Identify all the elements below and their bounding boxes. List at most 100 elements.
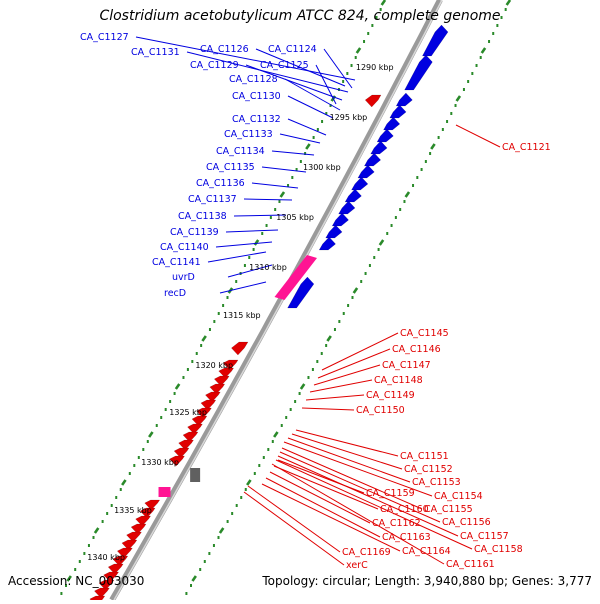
- tick-dot-inner: [173, 392, 176, 395]
- tick-dot-outer: [226, 520, 229, 523]
- tick-dot-inner: [83, 552, 86, 555]
- tick-dot-outer: [373, 256, 376, 259]
- tick-dot-outer: [352, 287, 359, 294]
- label-recd: recD: [164, 288, 186, 299]
- tick-dot-inner: [342, 80, 345, 83]
- tick-dot-inner: [65, 584, 68, 587]
- tick-dot-inner: [106, 512, 109, 515]
- gene-block-reverse: [144, 499, 161, 511]
- leader-ca-c1140: [215, 241, 273, 248]
- tick-dot-outer: [412, 184, 415, 187]
- label-ca-c1146: CA_C1146: [392, 344, 441, 355]
- gene-block-forward: [331, 212, 349, 227]
- gene-block-highlight: [158, 487, 171, 497]
- leader-ca-c1150: [301, 407, 355, 411]
- gene-block-reverse: [213, 375, 230, 387]
- label-ca-c1131: CA_C1131: [131, 47, 180, 58]
- tick-dot-outer: [244, 488, 247, 491]
- tick-dot-outer: [347, 304, 350, 307]
- tick-dot-outer: [437, 136, 440, 139]
- tick-dot-outer: [311, 368, 314, 371]
- tick-dot-outer: [307, 376, 310, 379]
- tick-dot-inner: [195, 352, 198, 355]
- tick-dot-inner: [78, 560, 81, 563]
- tick-dot-inner: [371, 24, 374, 27]
- tick-dot-inner: [208, 328, 211, 331]
- label-ca-c1154: CA_C1154: [434, 491, 483, 502]
- tick-dot-inner: [121, 479, 127, 486]
- tick-dot-outer: [424, 160, 427, 163]
- tick-dot-inner: [235, 280, 238, 283]
- leader-uvrd: [227, 264, 273, 278]
- label-ca-c1141: CA_C1141: [152, 257, 201, 268]
- kbp-label-1320-kbp: 1320 kbp: [195, 361, 233, 370]
- label-ca-c1124: CA_C1124: [268, 44, 317, 55]
- leader-xerc: [243, 491, 345, 566]
- tick-dot-inner: [287, 184, 290, 187]
- gene-block-forward: [383, 116, 401, 131]
- tick-dot-outer: [320, 352, 323, 355]
- tick-dot-inner: [380, 0, 387, 6]
- tick-dot-inner: [200, 344, 203, 347]
- label-uvrd: uvrD: [172, 272, 195, 283]
- gene-block-reverse: [196, 407, 212, 419]
- tick-dot-inner: [316, 128, 319, 131]
- tick-dot-inner: [291, 176, 294, 179]
- tick-dot-inner: [174, 383, 181, 390]
- gene-block-reverse: [231, 341, 249, 356]
- tick-dot-inner: [265, 224, 268, 227]
- tick-dot-inner: [226, 296, 229, 299]
- label-ca-c1135: CA_C1135: [206, 162, 255, 173]
- tick-dot-inner: [312, 136, 315, 139]
- tick-dot-inner: [93, 527, 100, 534]
- tick-dot-inner: [274, 208, 277, 211]
- feature-block-grey: [190, 468, 201, 482]
- leader-ca-c1139: [225, 229, 279, 233]
- tick-dot-outer: [488, 40, 491, 43]
- tick-dot-inner: [295, 168, 298, 171]
- gene-block-reverse: [98, 579, 115, 591]
- label-ca-c1169: CA_C1169: [342, 547, 391, 558]
- tick-dot-outer: [338, 320, 341, 323]
- tick-dot-inner: [355, 47, 362, 54]
- label-ca-c1128: CA_C1128: [229, 74, 278, 85]
- tick-dot-inner: [350, 64, 353, 67]
- gene-block-reverse: [126, 531, 142, 543]
- gene-block-reverse: [187, 423, 203, 435]
- tick-dot-outer: [378, 239, 385, 246]
- tick-dot-inner: [191, 360, 194, 363]
- leader-ca-c1152: [291, 433, 403, 470]
- tick-dot-outer: [351, 296, 354, 299]
- tick-dot-outer: [403, 200, 406, 203]
- gene-block-reverse: [89, 595, 106, 604]
- label-ca-c1137: CA_C1137: [188, 194, 237, 205]
- tick-dot-inner: [375, 16, 378, 19]
- gene-block-forward: [318, 236, 336, 251]
- gene-block-reverse: [93, 587, 110, 599]
- label-ca-c1150: CA_C1150: [356, 405, 405, 416]
- tick-dot-inner: [148, 431, 154, 438]
- gene-block-reverse: [121, 539, 138, 551]
- tick-dot-outer: [246, 479, 252, 486]
- leader-ca-c1124: [323, 48, 353, 89]
- tick-dot-inner: [325, 112, 328, 115]
- label-ca-c1156: CA_C1156: [442, 517, 491, 528]
- leader-ca-c1164: [261, 483, 401, 552]
- tick-dot-outer: [416, 176, 419, 179]
- tick-dot-inner: [217, 312, 220, 315]
- leader-ca-c1163: [265, 477, 381, 538]
- leader-ca-c1146: [317, 348, 391, 379]
- tick-dot-inner: [133, 464, 136, 467]
- gene-block-reverse: [364, 94, 382, 108]
- kbp-label-1300-kbp: 1300 kbp: [303, 163, 341, 172]
- leader-ca-c1125: [315, 64, 337, 105]
- tick-dot-inner: [164, 408, 167, 411]
- kbp-label-1305-kbp: 1305 kbp: [276, 213, 314, 222]
- label-ca-c1147: CA_C1147: [382, 360, 431, 371]
- tick-dot-outer: [262, 456, 265, 459]
- kbp-label-1290-kbp: 1290 kbp: [356, 63, 394, 72]
- tick-dot-outer: [455, 95, 462, 102]
- tick-dot-outer: [325, 344, 328, 347]
- tick-dot-inner: [92, 536, 95, 539]
